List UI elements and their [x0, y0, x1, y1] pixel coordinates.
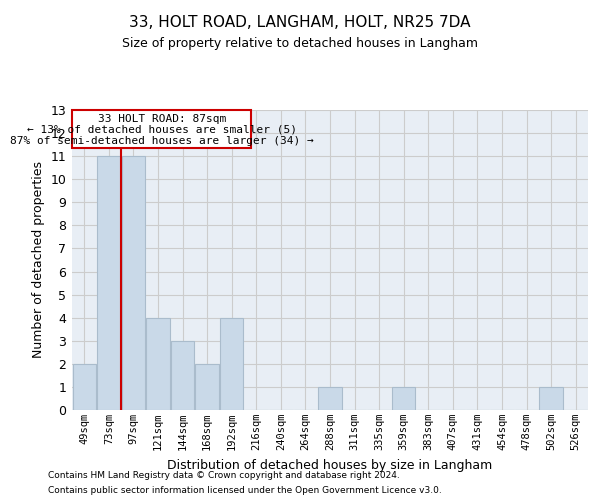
Bar: [392, 387, 415, 410]
Bar: [122, 156, 145, 410]
Bar: [171, 341, 194, 410]
Bar: [146, 318, 170, 410]
Y-axis label: Number of detached properties: Number of detached properties: [32, 162, 45, 358]
Text: ← 13% of detached houses are smaller (5): ← 13% of detached houses are smaller (5): [27, 125, 297, 135]
Bar: [196, 364, 219, 410]
Text: Contains public sector information licensed under the Open Government Licence v3: Contains public sector information licen…: [48, 486, 442, 495]
Text: 87% of semi-detached houses are larger (34) →: 87% of semi-detached houses are larger (…: [10, 136, 314, 146]
Text: 33 HOLT ROAD: 87sqm: 33 HOLT ROAD: 87sqm: [98, 114, 226, 124]
Bar: [97, 156, 121, 410]
FancyBboxPatch shape: [73, 110, 251, 148]
Text: Size of property relative to detached houses in Langham: Size of property relative to detached ho…: [122, 38, 478, 51]
Text: Contains HM Land Registry data © Crown copyright and database right 2024.: Contains HM Land Registry data © Crown c…: [48, 471, 400, 480]
Bar: [73, 364, 96, 410]
X-axis label: Distribution of detached houses by size in Langham: Distribution of detached houses by size …: [167, 458, 493, 471]
Bar: [319, 387, 341, 410]
Text: 33, HOLT ROAD, LANGHAM, HOLT, NR25 7DA: 33, HOLT ROAD, LANGHAM, HOLT, NR25 7DA: [129, 15, 471, 30]
Bar: [220, 318, 244, 410]
Bar: [539, 387, 563, 410]
